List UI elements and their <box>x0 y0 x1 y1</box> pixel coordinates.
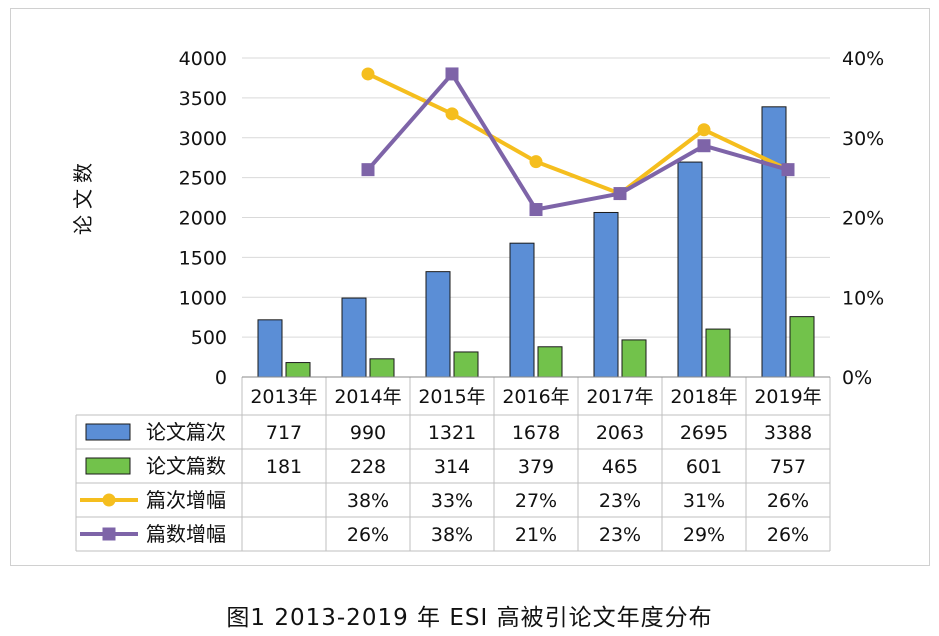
y2-tick-label: 20% <box>842 208 884 230</box>
legend-label: 篇数增幅 <box>146 522 226 546</box>
gridlines <box>242 57 830 338</box>
y-tick-label: 500 <box>191 327 227 349</box>
y-tick-label: 2500 <box>179 168 227 190</box>
y-axis-label: 论文数 <box>71 157 95 235</box>
line-point <box>781 163 795 177</box>
bar <box>341 297 367 378</box>
category-label: 2013年 <box>250 386 317 408</box>
table-cell: 1321 <box>428 422 476 444</box>
table-cell: 717 <box>266 422 302 444</box>
line-point <box>445 107 459 121</box>
bar <box>761 106 787 378</box>
table-cell: 26% <box>347 524 389 546</box>
y-tick-label: 4000 <box>179 48 227 70</box>
bar <box>425 271 451 378</box>
table-cell: 2063 <box>596 422 644 444</box>
table-cell: 379 <box>518 456 554 478</box>
figure-caption: 图1 2013-2019 年 ESI 高被引论文年度分布 <box>226 605 713 631</box>
chart-frame <box>10 8 930 566</box>
legend-key <box>85 423 131 441</box>
bar <box>677 161 703 378</box>
table-cell: 38% <box>431 524 473 546</box>
y-tick-label: 2000 <box>179 208 227 230</box>
table-cell: 601 <box>686 456 722 478</box>
bar <box>705 328 731 378</box>
line-point <box>613 187 627 201</box>
line-point <box>529 155 543 169</box>
bar <box>285 362 311 378</box>
table-cell: 33% <box>431 490 473 512</box>
category-label: 2016年 <box>502 386 569 408</box>
line-point <box>361 67 375 81</box>
category-label: 2017年 <box>586 386 653 408</box>
bar <box>789 316 815 378</box>
table-cell: 314 <box>434 456 470 478</box>
table-cell: 21% <box>515 524 557 546</box>
line-point <box>697 123 711 137</box>
bar <box>257 319 283 378</box>
legend-label: 论文篇数 <box>146 454 226 478</box>
table-cell: 990 <box>350 422 386 444</box>
bar <box>621 339 647 378</box>
line-point <box>361 163 375 177</box>
bars <box>257 106 815 378</box>
table-cell: 27% <box>515 490 557 512</box>
bar <box>509 242 535 378</box>
table-cell: 757 <box>770 456 806 478</box>
table-cell: 38% <box>347 490 389 512</box>
series-line <box>366 71 789 212</box>
bar <box>453 351 479 378</box>
y2-tick-label: 40% <box>842 48 884 70</box>
legend-marker <box>102 493 116 507</box>
y2-tick-label: 30% <box>842 128 884 150</box>
y-tick-label: 1500 <box>179 247 227 269</box>
table-cell: 23% <box>599 524 641 546</box>
line-point <box>529 203 543 217</box>
legend-key <box>85 457 131 475</box>
y2-tick-label: 0% <box>842 367 872 389</box>
table-cell: 181 <box>266 456 302 478</box>
table-cell: 465 <box>602 456 638 478</box>
y-tick-label: 0 <box>215 367 227 389</box>
bar <box>593 211 619 378</box>
legend-label: 篇次增幅 <box>146 488 226 512</box>
table-cell: 1678 <box>512 422 560 444</box>
axes: 0 500 1000 1500 2000 2500 3000 3500 4000 0% 10% 20%… <box>179 48 885 389</box>
y2-tick-label: 10% <box>842 287 884 309</box>
table-cell: 31% <box>683 490 725 512</box>
category-label: 2019年 <box>754 386 821 408</box>
category-label: 2014年 <box>334 386 401 408</box>
bar <box>369 358 395 378</box>
table-cell: 3388 <box>764 422 812 444</box>
bar <box>537 346 563 378</box>
table-cell: 26% <box>767 490 809 512</box>
table-cell: 2695 <box>680 422 728 444</box>
lines <box>361 67 795 217</box>
y-tick-label: 1000 <box>179 287 227 309</box>
legend-label: 论文篇次 <box>146 420 226 444</box>
line-point <box>445 67 459 81</box>
line-point <box>697 139 711 153</box>
table-cell: 29% <box>683 524 725 546</box>
table-cell: 26% <box>767 524 809 546</box>
y-tick-label: 3000 <box>179 128 227 150</box>
legend-marker <box>102 527 116 541</box>
table-cell: 23% <box>599 490 641 512</box>
table-cell: 228 <box>350 456 386 478</box>
category-label: 2015年 <box>418 386 485 408</box>
category-label: 2018年 <box>670 386 737 408</box>
y-tick-label: 3500 <box>179 88 227 110</box>
series-line <box>367 72 789 196</box>
